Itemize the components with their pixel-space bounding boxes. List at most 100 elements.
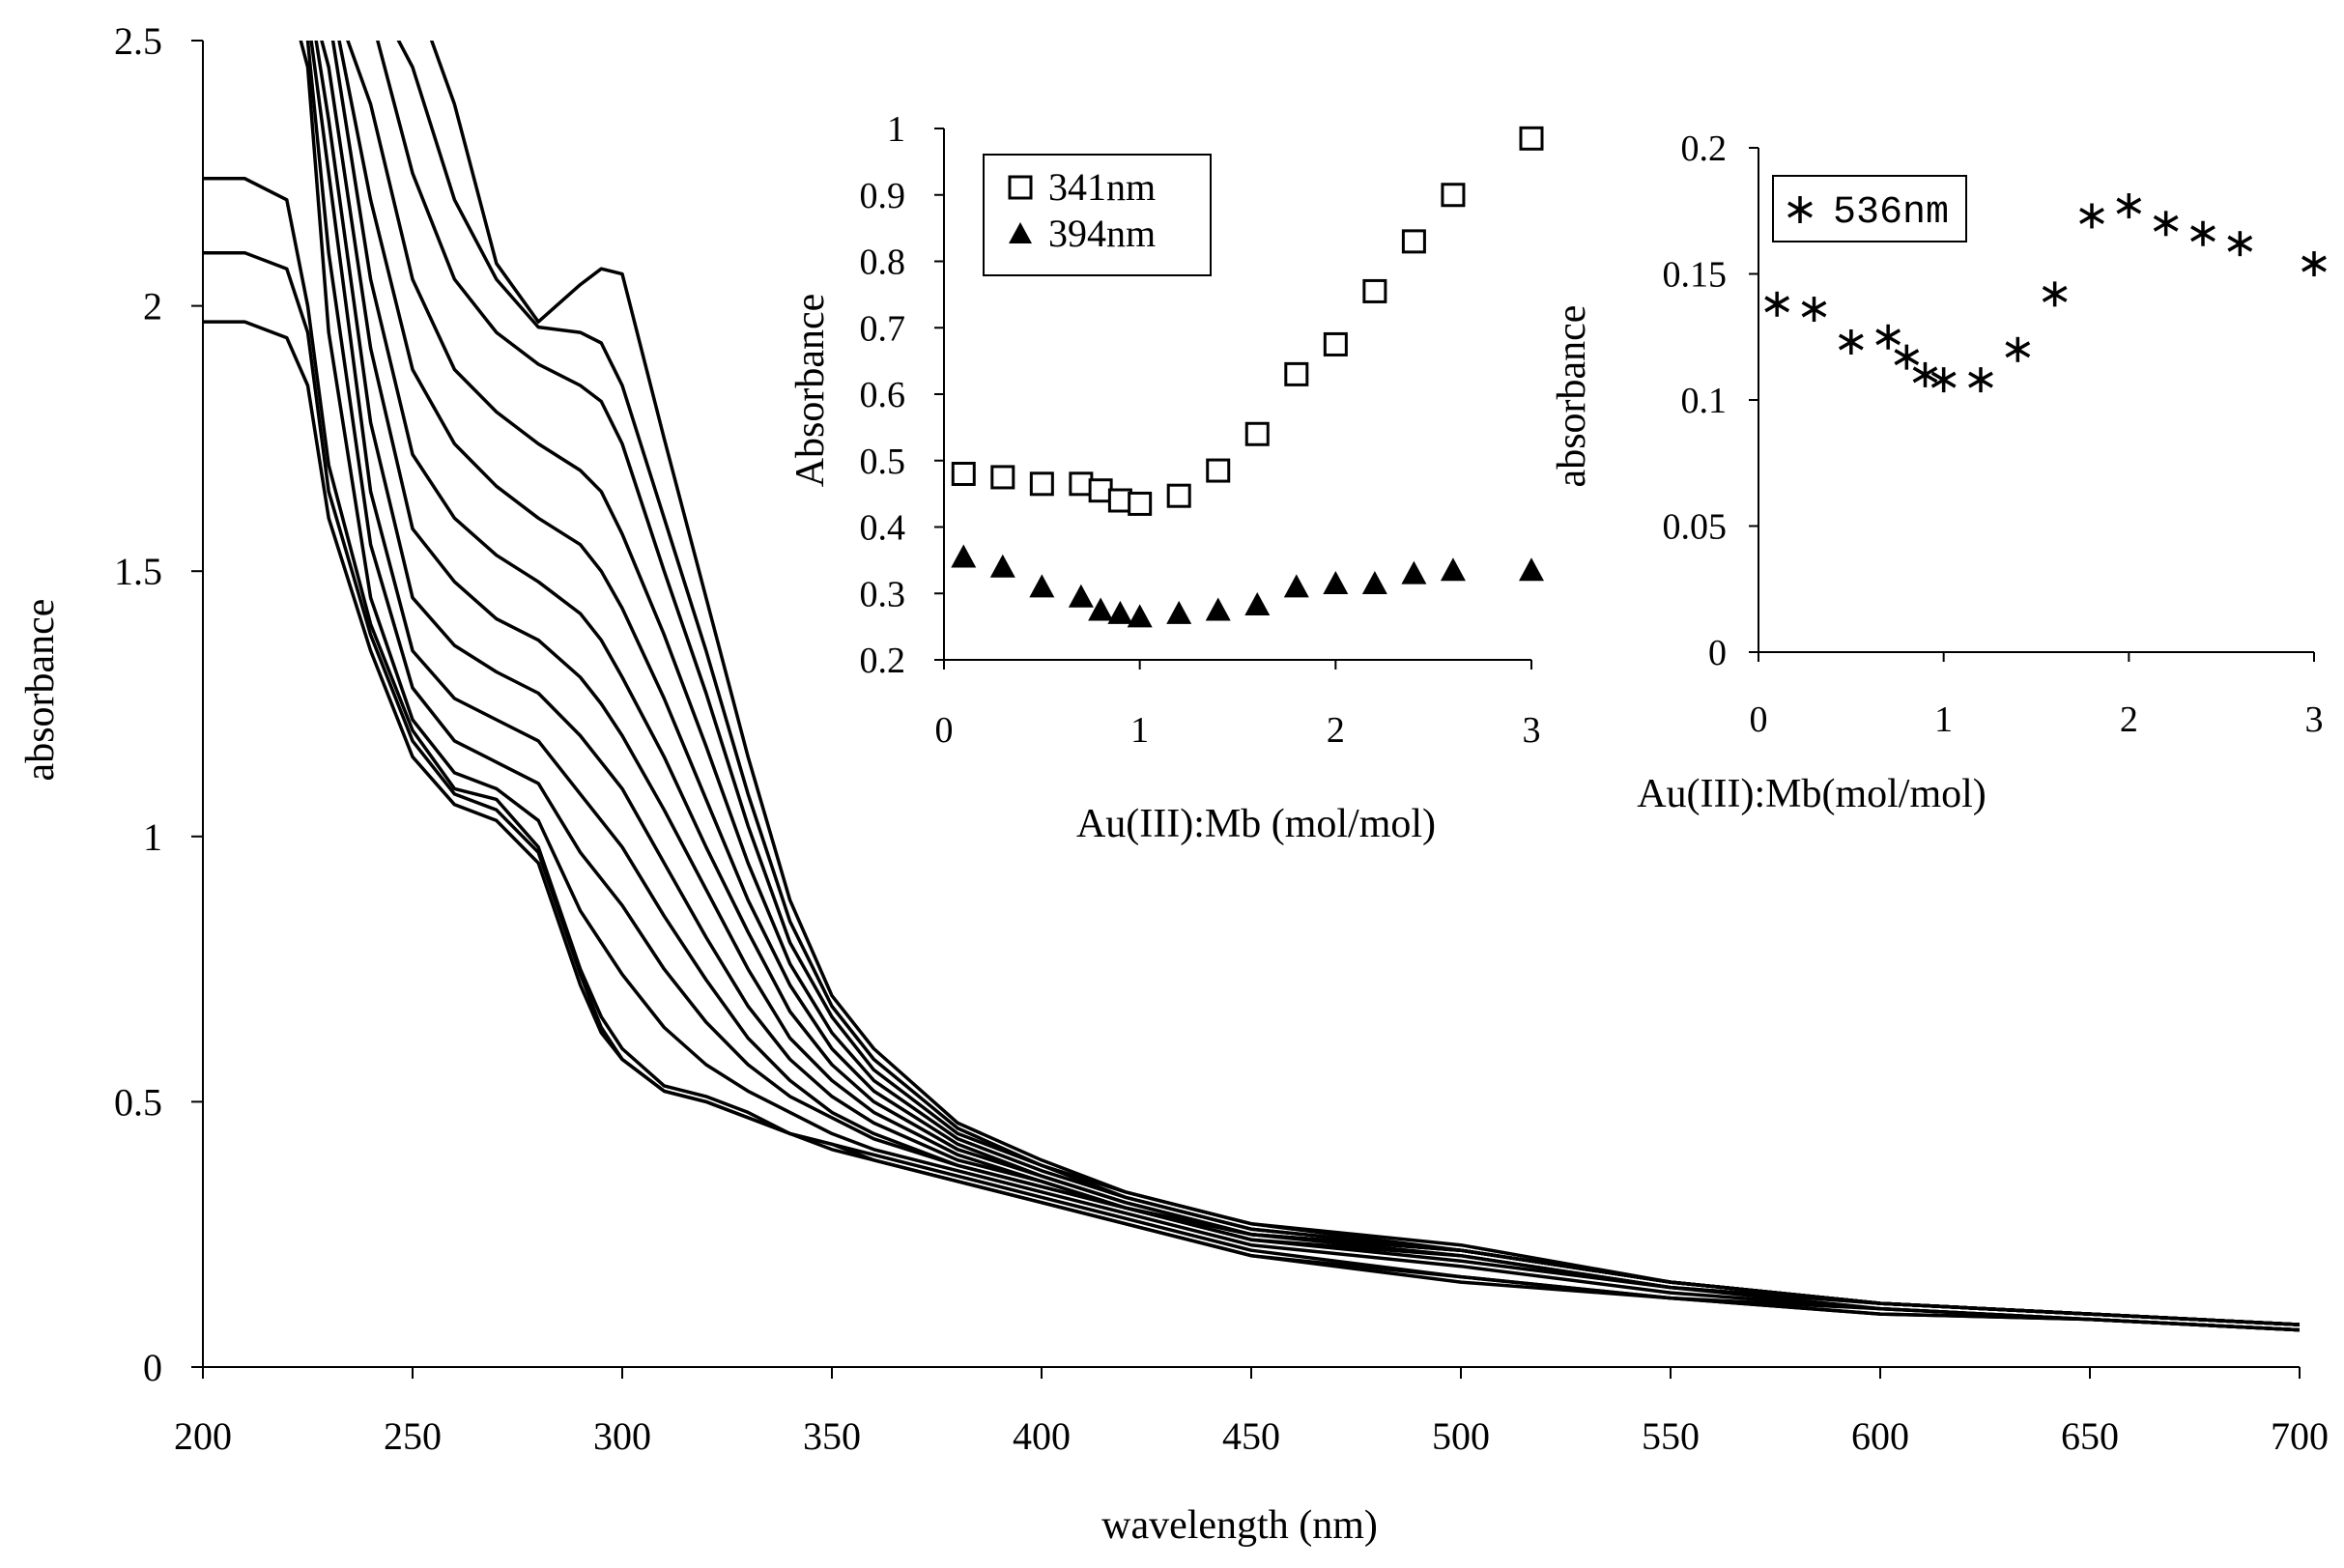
point-394nm <box>989 554 1015 578</box>
inset1-x-axis-title: Au(III):Mb (mol/mol) <box>1076 802 1436 846</box>
point-341nm <box>990 465 1015 490</box>
main-x-tick-label: 550 <box>1642 1414 1700 1458</box>
point-536nm <box>1838 328 1864 355</box>
legend-label-394nm: 394nm <box>1048 212 1156 255</box>
point-394nm <box>1361 570 1387 594</box>
point-394nm <box>1205 597 1231 621</box>
point-536nm <box>2227 231 2253 257</box>
inset1-y-tick-label: 0.3 <box>860 574 906 614</box>
inset1-y-tick-label: 0.9 <box>860 176 906 216</box>
inset1-points <box>951 126 1544 628</box>
inset1-x-tick-label: 0 <box>935 710 954 751</box>
main-x-tick-label: 350 <box>803 1414 861 1458</box>
inset2-y-tick-label: 0.05 <box>1663 507 1728 548</box>
point-394nm <box>1127 604 1153 628</box>
spectrum-line-6 <box>309 41 2300 1326</box>
point-394nm <box>1323 570 1349 594</box>
legend-label-341nm: 341nm <box>1048 165 1156 209</box>
main-y-axis-title: absorbance <box>18 599 63 782</box>
point-394nm <box>1244 591 1271 615</box>
inset2-tick-labels: 0 1 2 3 0 0.05 0.1 0.15 0.2 <box>1663 128 2324 740</box>
point-341nm <box>1088 478 1113 503</box>
inset1-tick-labels: 0 1 2 3 0.2 0.3 0.4 0.5 0.6 0.7 0.8 0.9 1 <box>860 109 1541 751</box>
point-394nm <box>1068 584 1094 608</box>
inset2-y-tick-label: 0.1 <box>1681 381 1728 421</box>
point-394nm <box>1088 597 1114 621</box>
inset2-legend: 536nm <box>1772 175 1967 242</box>
point-536nm <box>1968 367 1993 393</box>
inset-chart-341-394: 0 1 2 3 0.2 0.3 0.4 0.5 0.6 0.7 0.8 0.9 1 Au(III):Mb… <box>788 109 1623 846</box>
main-x-tick-label: 200 <box>174 1414 232 1458</box>
point-341nm <box>1128 491 1153 516</box>
point-536nm <box>1875 324 1901 350</box>
inset1-y-tick-label: 0.6 <box>860 375 906 415</box>
inset1-x-tick-label: 3 <box>1523 710 1541 751</box>
point-394nm <box>1107 600 1133 624</box>
inset2-y-tick-label: 0 <box>1708 633 1727 673</box>
point-394nm <box>951 544 977 568</box>
main-x-tick-label: 400 <box>1013 1414 1071 1458</box>
point-536nm <box>1930 367 1957 393</box>
main-y-tick-label: 2.5 <box>114 19 162 63</box>
spectrum-line-13 <box>396 41 2300 1326</box>
point-536nm <box>2190 220 2215 246</box>
inset2-axes <box>1749 147 2315 662</box>
inset1-y-axis-title: Absorbance <box>788 294 833 488</box>
inset1-legend: 341nm 394nm <box>983 154 1212 276</box>
spectrum-line-5 <box>305 41 2300 1332</box>
main-y-tick-label: 2 <box>143 285 162 328</box>
main-x-axis-title: wavelength (nm) <box>1101 1503 1378 1548</box>
main-tick-labels: 200 250 300 350 400 450 500 550 600 650 70000.511.… <box>114 19 2329 1458</box>
inset2-x-tick-label: 2 <box>2120 699 2138 740</box>
main-x-tick-label: 300 <box>593 1414 651 1458</box>
inset1-legend-box <box>983 154 1212 276</box>
point-536nm <box>2153 211 2179 237</box>
main-y-tick-label: 1 <box>143 815 162 859</box>
spectrum-line-4 <box>299 41 2300 1332</box>
point-341nm <box>1206 458 1231 483</box>
point-341nm <box>1519 126 1544 151</box>
point-341nm <box>1284 361 1309 386</box>
point-394nm <box>1519 557 1544 582</box>
inset1-y-tick-label: 0.5 <box>860 442 906 482</box>
main-spectra-chart: 200 250 300 350 400 450 500 550 600 650 70000.511.… <box>18 19 2329 1548</box>
point-341nm <box>1029 471 1054 497</box>
main-series-group <box>203 41 2300 1332</box>
spectrum-line-3 <box>203 320 2300 1332</box>
inset2-y-axis-title: absorbance <box>1550 305 1594 488</box>
legend-asterisk-marker <box>1787 196 1813 223</box>
inset1-x-tick-label: 2 <box>1327 710 1345 751</box>
inset1-y-tick-label: 0.2 <box>860 641 906 681</box>
inset2-x-tick-label: 3 <box>2305 699 2324 740</box>
main-x-tick-label: 600 <box>1851 1414 1909 1458</box>
main-y-tick-label: 1.5 <box>114 550 162 593</box>
main-y-tick-label: 0 <box>143 1346 162 1389</box>
point-394nm <box>1401 560 1427 584</box>
point-341nm <box>1166 483 1191 508</box>
inset1-y-tick-label: 0.7 <box>860 308 906 349</box>
point-341nm <box>1069 471 1094 497</box>
spectrum-line-1 <box>203 177 2300 1332</box>
point-341nm <box>1323 331 1348 356</box>
spectrum-line-12 <box>376 41 2300 1326</box>
point-341nm <box>1107 488 1132 513</box>
inset1-x-tick-label: 1 <box>1130 710 1149 751</box>
point-536nm <box>2042 281 2068 307</box>
spectrum-line-14 <box>429 41 2300 1326</box>
main-axes <box>191 40 2301 1379</box>
inset1-y-tick-label: 0.4 <box>860 508 906 549</box>
main-y-tick-label: 0.5 <box>114 1080 162 1124</box>
inset2-y-tick-label: 0.2 <box>1681 128 1728 169</box>
spectrum-line-7 <box>314 41 2300 1326</box>
point-341nm <box>1441 183 1466 208</box>
legend-square-marker <box>1008 175 1033 200</box>
legend-triangle-marker <box>1009 222 1032 243</box>
main-x-tick-label: 650 <box>2061 1414 2119 1458</box>
point-341nm <box>1401 229 1426 254</box>
inset2-y-tick-label: 0.15 <box>1663 255 1728 296</box>
inset1-y-tick-label: 1 <box>887 109 905 150</box>
point-536nm <box>2005 336 2031 362</box>
main-x-tick-label: 450 <box>1222 1414 1280 1458</box>
point-394nm <box>1283 574 1309 598</box>
